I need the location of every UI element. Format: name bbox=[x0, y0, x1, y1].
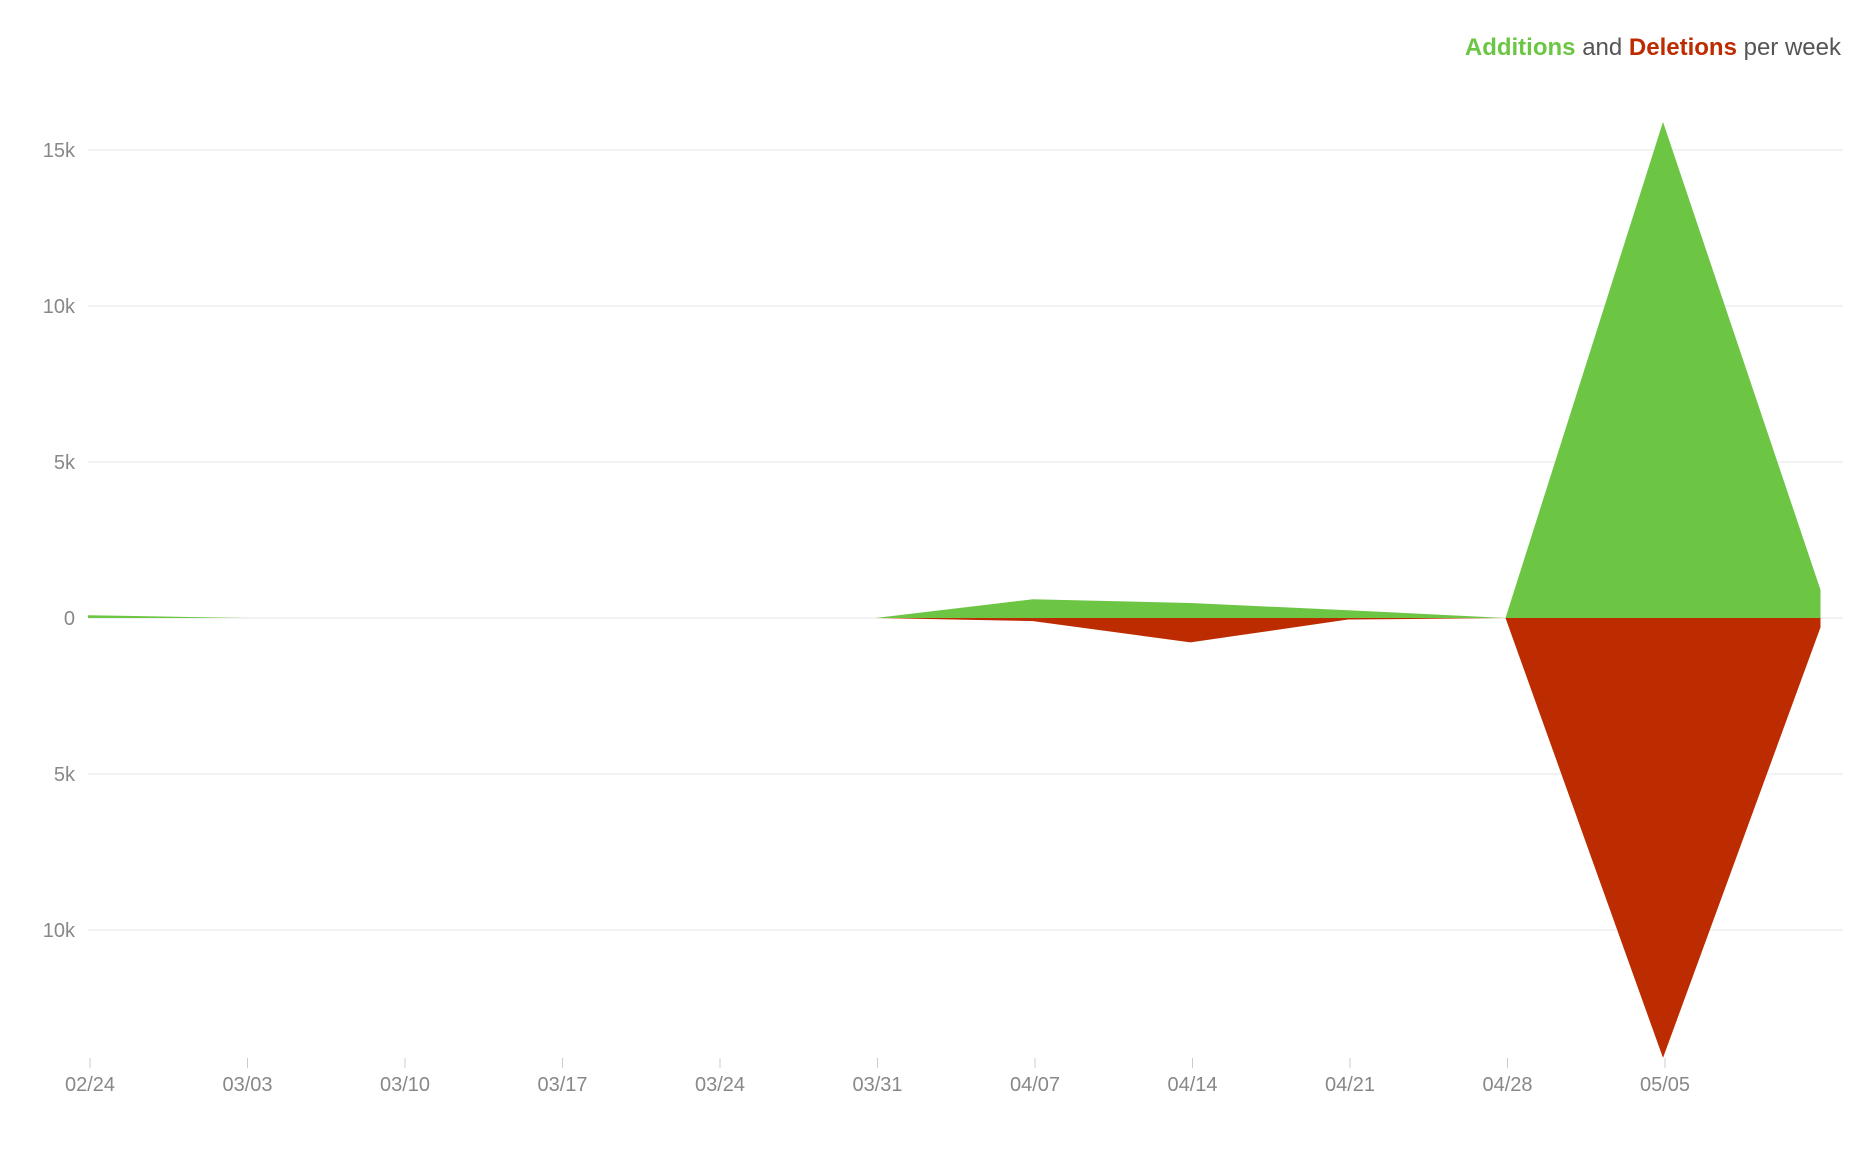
series-areas bbox=[88, 121, 1821, 1058]
legend-suffix-label: per week bbox=[1743, 34, 1841, 61]
legend-deletions-label: Deletions bbox=[1628, 34, 1737, 61]
x-tick-label: 04/21 bbox=[1325, 1074, 1375, 1096]
additions-area bbox=[88, 121, 1821, 619]
x-tick-label: 03/31 bbox=[852, 1074, 902, 1096]
legend-and-label: and bbox=[1582, 34, 1623, 61]
y-tick-label: 10k bbox=[43, 296, 76, 318]
legend-additions-label: Additions bbox=[1464, 34, 1576, 61]
y-tick-label: 5k bbox=[54, 452, 76, 474]
chart-legend: Additions and Deletions per week bbox=[1465, 34, 1841, 62]
x-tick-label: 03/10 bbox=[380, 1074, 430, 1096]
x-tick-label: 03/03 bbox=[222, 1074, 272, 1096]
x-tick-label: 03/24 bbox=[695, 1074, 745, 1096]
y-tick-label: 15k bbox=[43, 140, 76, 162]
x-tick-label: 04/14 bbox=[1167, 1074, 1217, 1096]
grid-lines bbox=[88, 149, 1843, 931]
y-tick-label: 10k bbox=[43, 920, 76, 942]
x-tick-label: 03/17 bbox=[537, 1074, 587, 1096]
x-tick-label: 05/05 bbox=[1640, 1074, 1690, 1096]
y-axis: 15k 10k 5k 0 5k 10k bbox=[43, 140, 76, 942]
x-tick-label: 02/24 bbox=[65, 1074, 115, 1096]
deletions-area bbox=[88, 618, 1821, 1058]
x-axis: 02/24 03/03 03/10 03/17 03/24 03/31 04/07 04/14… bbox=[65, 1058, 1690, 1096]
y-tick-label: 5k bbox=[54, 764, 76, 786]
x-tick-label: 04/28 bbox=[1482, 1074, 1532, 1096]
x-tick-label: 04/07 bbox=[1010, 1074, 1060, 1096]
y-tick-label: 0 bbox=[64, 608, 75, 630]
